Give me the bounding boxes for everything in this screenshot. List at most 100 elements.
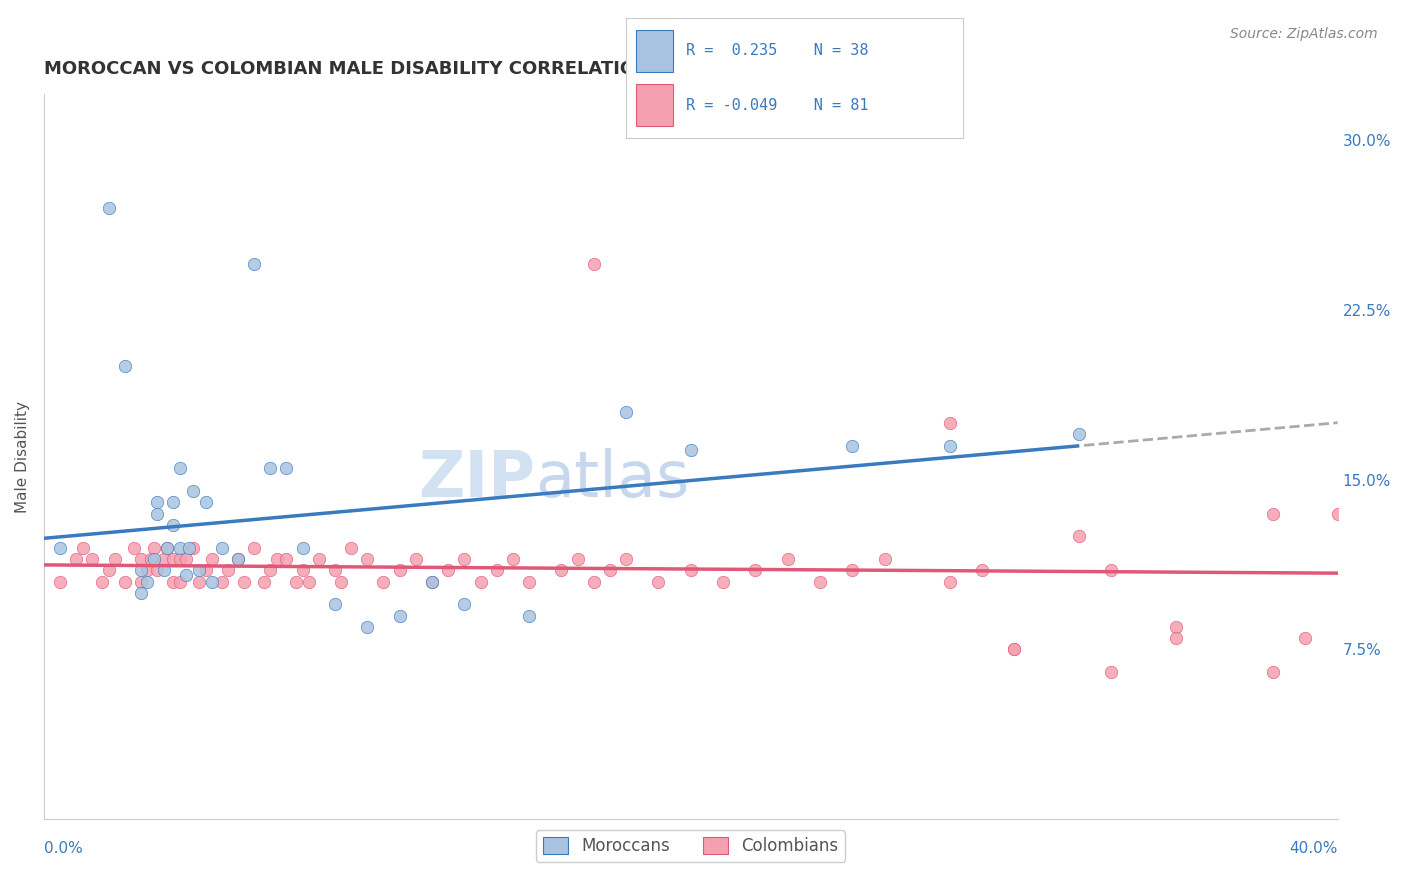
Point — [517, 608, 540, 623]
Point — [142, 541, 165, 555]
Point — [276, 461, 298, 475]
Point — [97, 563, 120, 577]
Point — [1164, 631, 1187, 645]
Point — [1326, 507, 1348, 521]
Point — [502, 552, 524, 566]
Point — [1099, 665, 1122, 680]
Point — [156, 541, 179, 555]
Point — [146, 495, 169, 509]
Point — [841, 563, 863, 577]
Point — [405, 552, 427, 566]
Point — [356, 552, 378, 566]
Point — [356, 620, 378, 634]
Point — [744, 563, 766, 577]
Point — [420, 574, 443, 589]
Point — [146, 563, 169, 577]
Point — [599, 563, 621, 577]
Point — [169, 552, 191, 566]
Point — [146, 507, 169, 521]
Text: Source: ZipAtlas.com: Source: ZipAtlas.com — [1230, 27, 1378, 41]
Point — [582, 257, 605, 271]
Point — [181, 483, 204, 498]
Point — [226, 552, 249, 566]
Point — [453, 597, 475, 611]
Point — [485, 563, 508, 577]
Point — [82, 552, 104, 566]
Point — [152, 563, 174, 577]
Point — [129, 563, 152, 577]
Point — [1099, 563, 1122, 577]
Point — [152, 552, 174, 566]
Text: ZIP: ZIP — [419, 448, 536, 509]
Point — [142, 552, 165, 566]
Point — [124, 541, 146, 555]
Point — [49, 574, 72, 589]
Point — [174, 552, 197, 566]
Point — [388, 563, 411, 577]
Point — [169, 461, 191, 475]
Point — [49, 541, 72, 555]
Point — [1261, 507, 1284, 521]
Legend: Moroccans, Colombians: Moroccans, Colombians — [536, 830, 845, 862]
Point — [388, 608, 411, 623]
Point — [517, 574, 540, 589]
Point — [169, 541, 191, 555]
Point — [938, 416, 960, 430]
Point — [65, 552, 87, 566]
Point — [970, 563, 993, 577]
Point — [211, 541, 233, 555]
Point — [582, 574, 605, 589]
Point — [97, 201, 120, 215]
Point — [437, 563, 460, 577]
Point — [1294, 631, 1316, 645]
Point — [259, 461, 281, 475]
Point — [679, 443, 702, 458]
Point — [243, 541, 266, 555]
Point — [156, 541, 179, 555]
Point — [217, 563, 239, 577]
Point — [550, 563, 572, 577]
Point — [614, 552, 637, 566]
Point — [308, 552, 330, 566]
Text: R =  0.235    N = 38: R = 0.235 N = 38 — [686, 44, 869, 59]
Point — [470, 574, 492, 589]
Point — [139, 552, 162, 566]
FancyBboxPatch shape — [636, 84, 673, 126]
FancyBboxPatch shape — [636, 30, 673, 72]
Point — [291, 563, 314, 577]
Point — [114, 574, 136, 589]
Point — [938, 439, 960, 453]
Point — [711, 574, 734, 589]
Point — [1164, 620, 1187, 634]
Point — [162, 552, 184, 566]
Point — [179, 541, 201, 555]
Point — [938, 574, 960, 589]
Text: MOROCCAN VS COLOMBIAN MALE DISABILITY CORRELATION CHART: MOROCCAN VS COLOMBIAN MALE DISABILITY CO… — [44, 60, 724, 78]
Point — [136, 563, 159, 577]
Point — [233, 574, 256, 589]
Point — [174, 567, 197, 582]
Text: atlas: atlas — [536, 448, 690, 509]
Point — [253, 574, 276, 589]
Point — [323, 563, 346, 577]
Point — [129, 574, 152, 589]
Point — [1002, 642, 1025, 657]
Point — [679, 563, 702, 577]
Point — [201, 552, 224, 566]
Y-axis label: Male Disability: Male Disability — [15, 401, 30, 513]
Point — [194, 495, 217, 509]
Point — [129, 586, 152, 600]
Point — [1002, 642, 1025, 657]
Point — [323, 597, 346, 611]
Point — [194, 563, 217, 577]
Point — [188, 563, 211, 577]
Text: 0.0%: 0.0% — [44, 841, 83, 856]
Point — [181, 541, 204, 555]
Point — [567, 552, 589, 566]
Point — [243, 257, 266, 271]
Point — [291, 541, 314, 555]
Point — [104, 552, 127, 566]
Point — [72, 541, 94, 555]
Point — [162, 517, 184, 532]
Point — [298, 574, 321, 589]
